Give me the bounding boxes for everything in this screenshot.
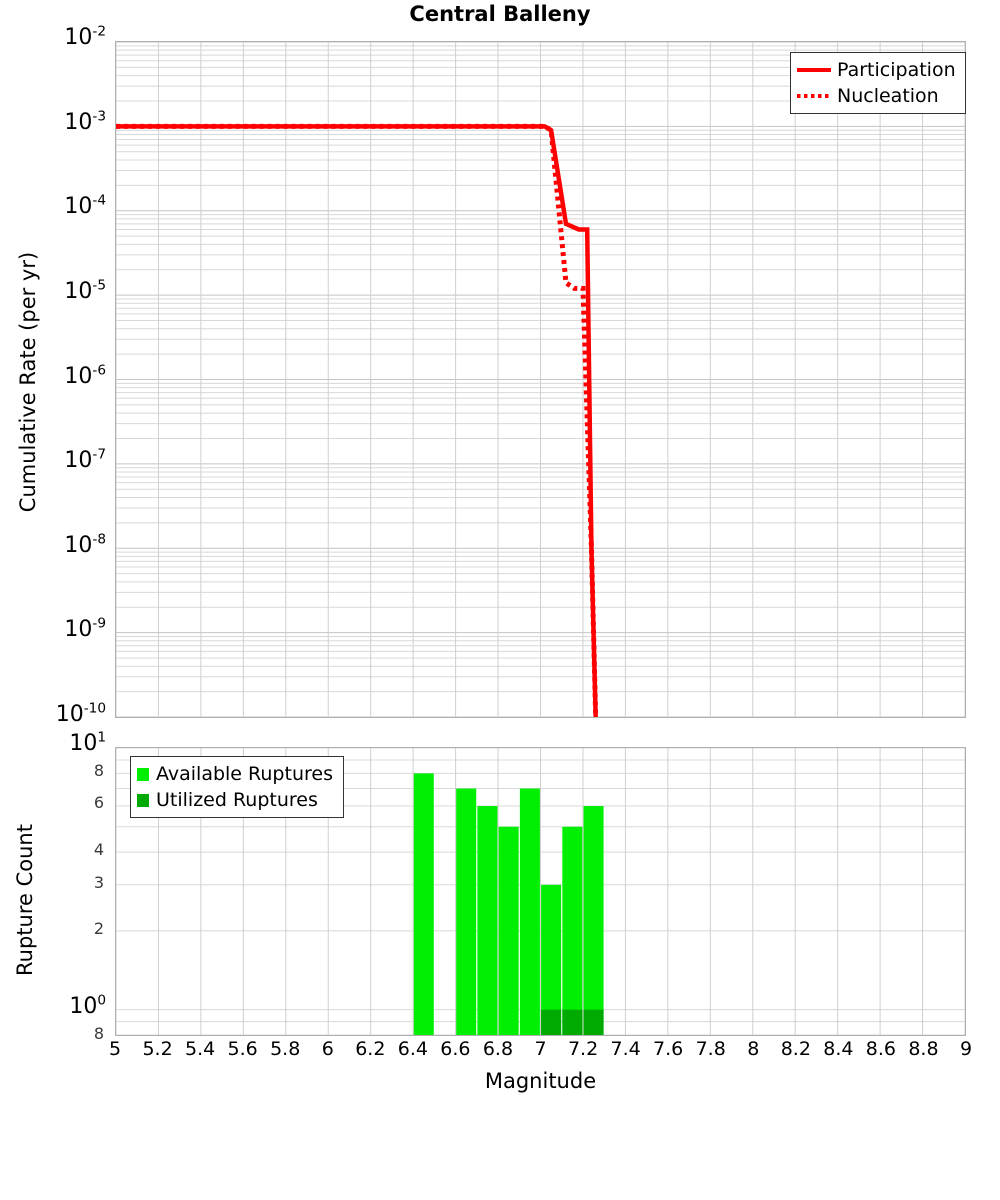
y-tick-label: 4 bbox=[93, 839, 104, 859]
cumulative-rate-canvas bbox=[116, 42, 965, 717]
solid-line-icon bbox=[797, 68, 831, 72]
x-tick-label: 8 bbox=[747, 1038, 760, 1060]
x-tick-label: 5.6 bbox=[227, 1038, 258, 1060]
y-tick-label: 10-9 bbox=[64, 616, 106, 643]
available-rupture-bar bbox=[519, 788, 540, 1035]
y-tick-label: 2 bbox=[93, 919, 104, 939]
y-tick-label: 10-5 bbox=[64, 277, 106, 304]
y-tick-label: 8 bbox=[93, 760, 104, 780]
x-tick-label: 6.4 bbox=[397, 1038, 428, 1060]
legend-item: Participation bbox=[797, 57, 957, 83]
figure-container: Central Balleny 10-2 10-3 10-4 10-5 10-6 10-7… bbox=[0, 2, 973, 1093]
curve-legend: Participation Nucleation bbox=[790, 52, 966, 114]
x-tick-label: 8.8 bbox=[908, 1038, 939, 1060]
cumulative-rate-plot bbox=[115, 41, 966, 718]
top-panel-y-tick-labels: 10-2 10-3 10-4 10-5 10-6 10-7 10-8 10-9 10-10 bbox=[0, 25, 110, 726]
dotted-line-icon bbox=[797, 94, 831, 98]
y-tick-label: 3 bbox=[93, 872, 104, 892]
legend-item: Available Ruptures bbox=[137, 761, 335, 787]
x-tick-label: 6.2 bbox=[355, 1038, 386, 1060]
y-tick-label: 10-3 bbox=[64, 108, 106, 135]
y-tick-label: 10-7 bbox=[64, 446, 106, 474]
x-tick-label: 5 bbox=[108, 1038, 122, 1060]
x-tick-label: 6.6 bbox=[440, 1038, 471, 1060]
available-rupture-bar bbox=[541, 884, 562, 1035]
legend-item-label: Nucleation bbox=[837, 85, 939, 107]
available-rupture-bar bbox=[583, 806, 604, 1035]
green-square-icon bbox=[137, 767, 149, 781]
rupture-legend: Available Ruptures Utilized Ruptures bbox=[130, 756, 344, 818]
utilized-rupture-bar bbox=[541, 1009, 562, 1035]
legend-item-label: Available Ruptures bbox=[156, 763, 333, 785]
available-rupture-bar bbox=[562, 826, 583, 1035]
x-tick-label: 7.6 bbox=[653, 1038, 684, 1060]
legend-item: Nucleation bbox=[797, 83, 957, 109]
x-tick-label: 5.4 bbox=[184, 1038, 216, 1060]
x-tick-label: 8.6 bbox=[865, 1038, 896, 1060]
x-tick-label: 6 bbox=[321, 1038, 334, 1060]
x-tick-label: 6.8 bbox=[482, 1038, 514, 1060]
y-tick-label: 101 bbox=[69, 729, 106, 756]
bottom-panel-y-axis-title: Rupture Count bbox=[13, 824, 37, 976]
x-tick-label: 5.2 bbox=[142, 1038, 173, 1060]
y-tick-label: 10-10 bbox=[55, 700, 106, 727]
x-tick-label: 5.8 bbox=[270, 1038, 301, 1060]
y-tick-label: 10-6 bbox=[64, 362, 106, 389]
x-axis-title: Magnitude bbox=[484, 1069, 597, 1093]
available-rupture-bar bbox=[477, 806, 498, 1035]
y-tick-label: 10-4 bbox=[64, 192, 106, 220]
x-tick-label: 7.4 bbox=[610, 1038, 641, 1060]
x-tick-label: 7.2 bbox=[567, 1038, 599, 1060]
available-rupture-bar bbox=[456, 788, 477, 1035]
series-nucleation bbox=[116, 123, 599, 717]
available-rupture-bar bbox=[413, 773, 434, 1035]
dark-green-square-icon bbox=[137, 793, 149, 807]
y-tick-label: 10-2 bbox=[64, 23, 106, 50]
series-participation bbox=[116, 124, 598, 717]
legend-item-label: Utilized Ruptures bbox=[156, 789, 318, 811]
x-tick-label: 7 bbox=[534, 1038, 547, 1060]
page-title: Central Balleny bbox=[409, 2, 591, 26]
legend-item-label: Participation bbox=[837, 59, 956, 81]
y-tick-label: 8 bbox=[93, 1024, 104, 1043]
utilized-rupture-bar bbox=[562, 1009, 583, 1035]
utilized-rupture-bar bbox=[583, 1009, 604, 1035]
y-tick-label: 10-8 bbox=[64, 531, 106, 558]
legend-item: Utilized Ruptures bbox=[137, 787, 335, 813]
x-tick-label: 7.8 bbox=[695, 1038, 726, 1060]
x-tick-label: 9 bbox=[959, 1038, 973, 1060]
available-rupture-bar bbox=[498, 826, 519, 1035]
x-tick-label: 8.2 bbox=[780, 1038, 811, 1060]
y-tick-label: 6 bbox=[93, 793, 104, 813]
bottom-panel-y-tick-labels: 101 8 6 4 3 2 100 8 bbox=[0, 731, 110, 1042]
x-tick-label: 8.4 bbox=[823, 1038, 854, 1060]
y-tick-label: 100 bbox=[69, 993, 106, 1020]
